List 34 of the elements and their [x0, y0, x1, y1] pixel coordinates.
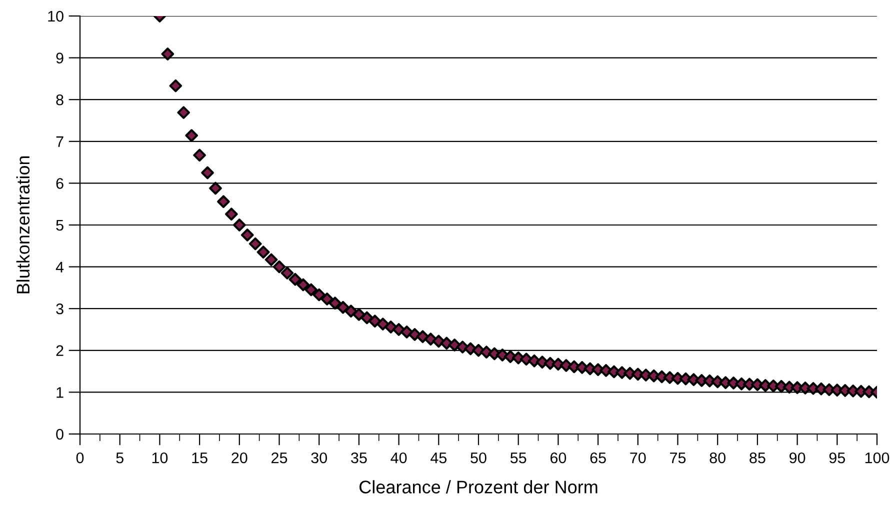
x-tick-label: 5 [116, 452, 124, 464]
y-tick-label: 0 [56, 428, 64, 440]
x-tick-label: 0 [76, 452, 84, 464]
y-tick-label: 6 [56, 178, 64, 189]
y-tick-label: 8 [56, 94, 64, 106]
x-tick-label: 50 [470, 452, 486, 464]
x-tick-label: 100 [865, 452, 890, 464]
x-tick-label: 30 [311, 452, 327, 464]
y-tick-label: 9 [56, 52, 64, 64]
x-tick-label: 70 [630, 452, 646, 464]
y-tick-label: 7 [56, 136, 64, 147]
y-tick-label: 2 [56, 345, 64, 356]
x-tick-label: 10 [152, 452, 168, 464]
x-tick-label: 55 [510, 452, 526, 464]
x-tick-label: 60 [550, 452, 566, 464]
x-tick-label: 95 [829, 452, 846, 464]
x-tick-label: 40 [390, 452, 407, 464]
x-tick-label: 15 [192, 452, 208, 464]
x-tick-label: 65 [590, 452, 606, 464]
y-axis-title: Blutkonzentration [16, 156, 30, 294]
y-tick-label: 1 [56, 387, 64, 398]
x-tick-label: 85 [750, 452, 766, 464]
x-tick-label: 90 [790, 452, 806, 464]
y-tick-label: 5 [56, 220, 64, 231]
y-tick-label: 10 [48, 10, 64, 22]
y-tick-label: 4 [56, 262, 64, 272]
x-tick-label: 35 [351, 452, 367, 464]
x-axis-title: Clearance / Prozent der Norm [360, 480, 598, 494]
x-tick-label: 75 [670, 452, 686, 464]
y-tick-label: 3 [56, 303, 64, 314]
x-tick-label: 80 [710, 452, 726, 464]
x-tick-label: 25 [272, 452, 288, 464]
x-tick-label: 20 [232, 452, 248, 464]
x-tick-label: 45 [430, 452, 447, 464]
